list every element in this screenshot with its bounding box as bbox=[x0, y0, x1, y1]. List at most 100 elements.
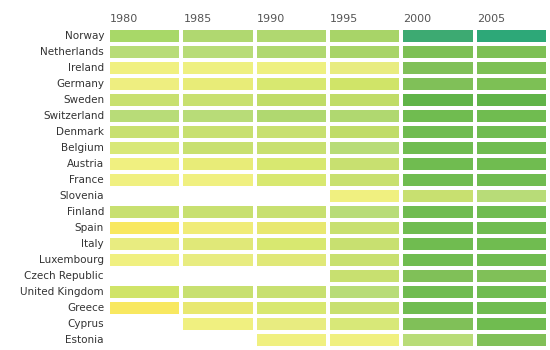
Bar bbox=[477, 30, 546, 42]
Bar bbox=[110, 206, 179, 218]
Bar bbox=[110, 174, 179, 186]
Bar bbox=[330, 254, 399, 266]
Bar bbox=[477, 62, 546, 74]
Bar bbox=[403, 126, 472, 138]
Text: Belgium: Belgium bbox=[61, 143, 104, 153]
Text: Ireland: Ireland bbox=[68, 63, 104, 73]
Text: Luxembourg: Luxembourg bbox=[39, 255, 104, 265]
Bar bbox=[183, 46, 252, 58]
Bar bbox=[330, 174, 399, 186]
Bar bbox=[183, 62, 252, 74]
Bar bbox=[110, 30, 179, 42]
Text: 2000: 2000 bbox=[403, 14, 431, 24]
Bar bbox=[183, 142, 252, 154]
Bar bbox=[403, 254, 472, 266]
Text: Sweden: Sweden bbox=[63, 95, 104, 105]
Bar bbox=[403, 158, 472, 170]
Text: Netherlands: Netherlands bbox=[40, 47, 104, 57]
Bar bbox=[403, 94, 472, 106]
Bar bbox=[477, 286, 546, 298]
Bar bbox=[110, 158, 179, 170]
Text: Austria: Austria bbox=[67, 159, 104, 169]
Bar bbox=[110, 62, 179, 74]
Text: Switzerland: Switzerland bbox=[43, 111, 104, 121]
Bar bbox=[183, 30, 252, 42]
Bar bbox=[183, 158, 252, 170]
Bar bbox=[183, 206, 252, 218]
Bar bbox=[330, 94, 399, 106]
Bar bbox=[330, 222, 399, 234]
Bar bbox=[403, 238, 472, 250]
Bar bbox=[330, 286, 399, 298]
Bar bbox=[330, 158, 399, 170]
Bar bbox=[403, 110, 472, 122]
Bar bbox=[477, 238, 546, 250]
Bar bbox=[257, 62, 326, 74]
Bar bbox=[403, 318, 472, 330]
Bar bbox=[477, 254, 546, 266]
Text: Germany: Germany bbox=[56, 79, 104, 89]
Text: Finland: Finland bbox=[67, 207, 104, 217]
Bar bbox=[257, 206, 326, 218]
Bar bbox=[257, 286, 326, 298]
Bar bbox=[477, 174, 546, 186]
Bar bbox=[257, 94, 326, 106]
Text: United Kingdom: United Kingdom bbox=[20, 287, 104, 297]
Bar bbox=[110, 110, 179, 122]
Bar bbox=[257, 238, 326, 250]
Bar bbox=[330, 206, 399, 218]
Bar bbox=[183, 302, 252, 314]
Bar bbox=[477, 126, 546, 138]
Bar bbox=[477, 46, 546, 58]
Bar bbox=[183, 286, 252, 298]
Bar bbox=[330, 270, 399, 282]
Bar bbox=[257, 302, 326, 314]
Bar bbox=[403, 46, 472, 58]
Bar bbox=[330, 318, 399, 330]
Text: Greece: Greece bbox=[67, 303, 104, 313]
Bar bbox=[110, 78, 179, 90]
Text: France: France bbox=[69, 175, 104, 185]
Bar bbox=[403, 270, 472, 282]
Bar bbox=[477, 110, 546, 122]
Bar bbox=[110, 254, 179, 266]
Bar bbox=[330, 238, 399, 250]
Bar bbox=[257, 254, 326, 266]
Bar bbox=[257, 158, 326, 170]
Bar bbox=[330, 110, 399, 122]
Bar bbox=[403, 30, 472, 42]
Bar bbox=[477, 190, 546, 202]
Bar bbox=[330, 142, 399, 154]
Text: Denmark: Denmark bbox=[56, 127, 104, 137]
Text: 1990: 1990 bbox=[257, 14, 285, 24]
Bar bbox=[403, 206, 472, 218]
Bar bbox=[330, 78, 399, 90]
Bar bbox=[110, 238, 179, 250]
Text: Cyprus: Cyprus bbox=[67, 319, 104, 329]
Bar bbox=[330, 126, 399, 138]
Bar bbox=[257, 110, 326, 122]
Bar bbox=[477, 222, 546, 234]
Text: 1985: 1985 bbox=[183, 14, 212, 24]
Bar bbox=[330, 30, 399, 42]
Bar bbox=[257, 318, 326, 330]
Bar bbox=[110, 302, 179, 314]
Text: Norway: Norway bbox=[64, 31, 104, 41]
Bar bbox=[183, 174, 252, 186]
Bar bbox=[330, 302, 399, 314]
Bar bbox=[183, 254, 252, 266]
Bar bbox=[257, 46, 326, 58]
Bar bbox=[477, 206, 546, 218]
Bar bbox=[257, 222, 326, 234]
Bar bbox=[257, 126, 326, 138]
Bar bbox=[477, 302, 546, 314]
Bar bbox=[330, 334, 399, 346]
Text: Slovenia: Slovenia bbox=[59, 191, 104, 201]
Bar bbox=[477, 318, 546, 330]
Bar bbox=[477, 78, 546, 90]
Bar bbox=[110, 286, 179, 298]
Bar bbox=[403, 334, 472, 346]
Text: Italy: Italy bbox=[81, 239, 104, 249]
Text: Czech Republic: Czech Republic bbox=[25, 271, 104, 281]
Bar bbox=[257, 174, 326, 186]
